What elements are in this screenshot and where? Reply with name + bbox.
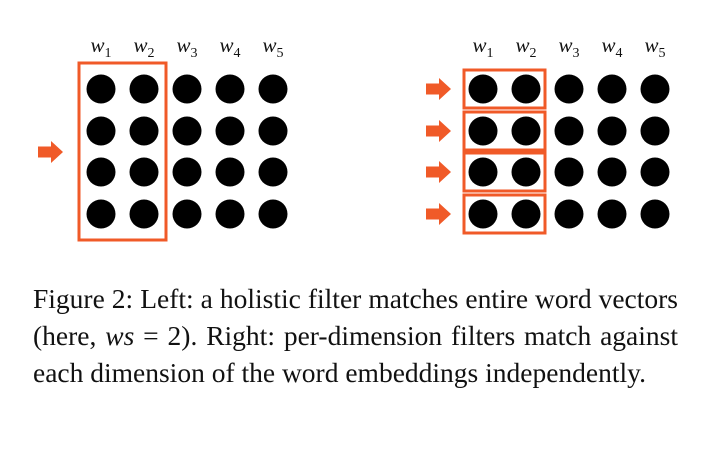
dimension-dot <box>172 157 202 187</box>
dimension-dot <box>640 157 670 187</box>
dimension-dot <box>468 116 498 146</box>
dimension-dot <box>468 74 498 104</box>
dimension-dot <box>554 74 584 104</box>
word-label-w1: w1 <box>90 33 111 61</box>
caption-math-eq: = 2 <box>134 320 182 351</box>
caption-math-ws: ws <box>105 320 135 351</box>
filter-arrow-icon <box>426 203 451 225</box>
dimension-dot <box>597 74 627 104</box>
filter-arrow-icon <box>426 78 451 100</box>
figure-illustration: w1 w2 w3 w4 w5 w1 w2 w3 w4 w5 <box>38 33 670 242</box>
filter-arrow-icon <box>38 141 63 163</box>
right-panel-per-dimension-filter: w1 w2 w3 w4 w5 <box>426 33 670 235</box>
dimension-dot <box>86 199 116 229</box>
dimension-dot <box>215 199 245 229</box>
per-dimension-filter-box <box>462 110 547 152</box>
dimension-dot <box>258 199 288 229</box>
word-label-w4: w4 <box>601 33 622 61</box>
word-label-w3: w3 <box>176 33 197 61</box>
filter-arrow-icon <box>426 120 451 142</box>
dimension-dot <box>597 116 627 146</box>
dimension-dot <box>172 116 202 146</box>
dimension-dot <box>86 157 116 187</box>
caption-tail: ). Right: per-dimension filters match ag… <box>33 320 678 388</box>
per-dimension-filter-box <box>462 193 547 235</box>
per-dimension-filter-box <box>462 151 547 193</box>
dimension-dot <box>597 199 627 229</box>
dimension-dot <box>172 74 202 104</box>
dimension-dot <box>511 116 541 146</box>
figure-caption: Figure 2: Left: a holistic filter matche… <box>33 280 678 391</box>
word-label-w2: w2 <box>515 33 536 61</box>
word-label-w2: w2 <box>133 33 154 61</box>
dimension-dot <box>129 157 159 187</box>
dimension-dot <box>86 116 116 146</box>
dimension-dot <box>86 74 116 104</box>
dimension-dot <box>172 199 202 229</box>
dimension-dot <box>129 74 159 104</box>
dimension-dot <box>640 116 670 146</box>
per-dimension-filter-box <box>462 68 547 110</box>
dimension-dot <box>511 199 541 229</box>
dimension-dot <box>258 74 288 104</box>
dimension-dot <box>129 199 159 229</box>
dimension-dot <box>511 157 541 187</box>
word-label-w5: w5 <box>262 33 283 61</box>
dimension-dot <box>640 199 670 229</box>
dimension-dot <box>215 74 245 104</box>
dimension-dot <box>554 116 584 146</box>
word-label-w5: w5 <box>644 33 665 61</box>
word-label-w4: w4 <box>219 33 240 61</box>
word-label-w1: w1 <box>472 33 493 61</box>
dimension-dot <box>554 157 584 187</box>
dimension-dot <box>215 157 245 187</box>
dimension-dot <box>468 199 498 229</box>
dimension-dot <box>640 74 670 104</box>
dimension-dot <box>554 199 584 229</box>
dimension-dot <box>258 116 288 146</box>
caption-lead: Figure 2: Left: a holistic filter matche… <box>33 283 678 351</box>
dimension-dot <box>258 157 288 187</box>
dimension-dot <box>129 116 159 146</box>
dimension-dot <box>511 74 541 104</box>
word-label-w3: w3 <box>558 33 579 61</box>
dimension-dot <box>597 157 627 187</box>
dimension-dot <box>468 157 498 187</box>
holistic-filter-box <box>77 61 168 242</box>
dimension-dot <box>215 116 245 146</box>
left-panel-holistic-filter: w1 w2 w3 w4 w5 <box>38 33 288 242</box>
filter-arrow-icon <box>426 161 451 183</box>
